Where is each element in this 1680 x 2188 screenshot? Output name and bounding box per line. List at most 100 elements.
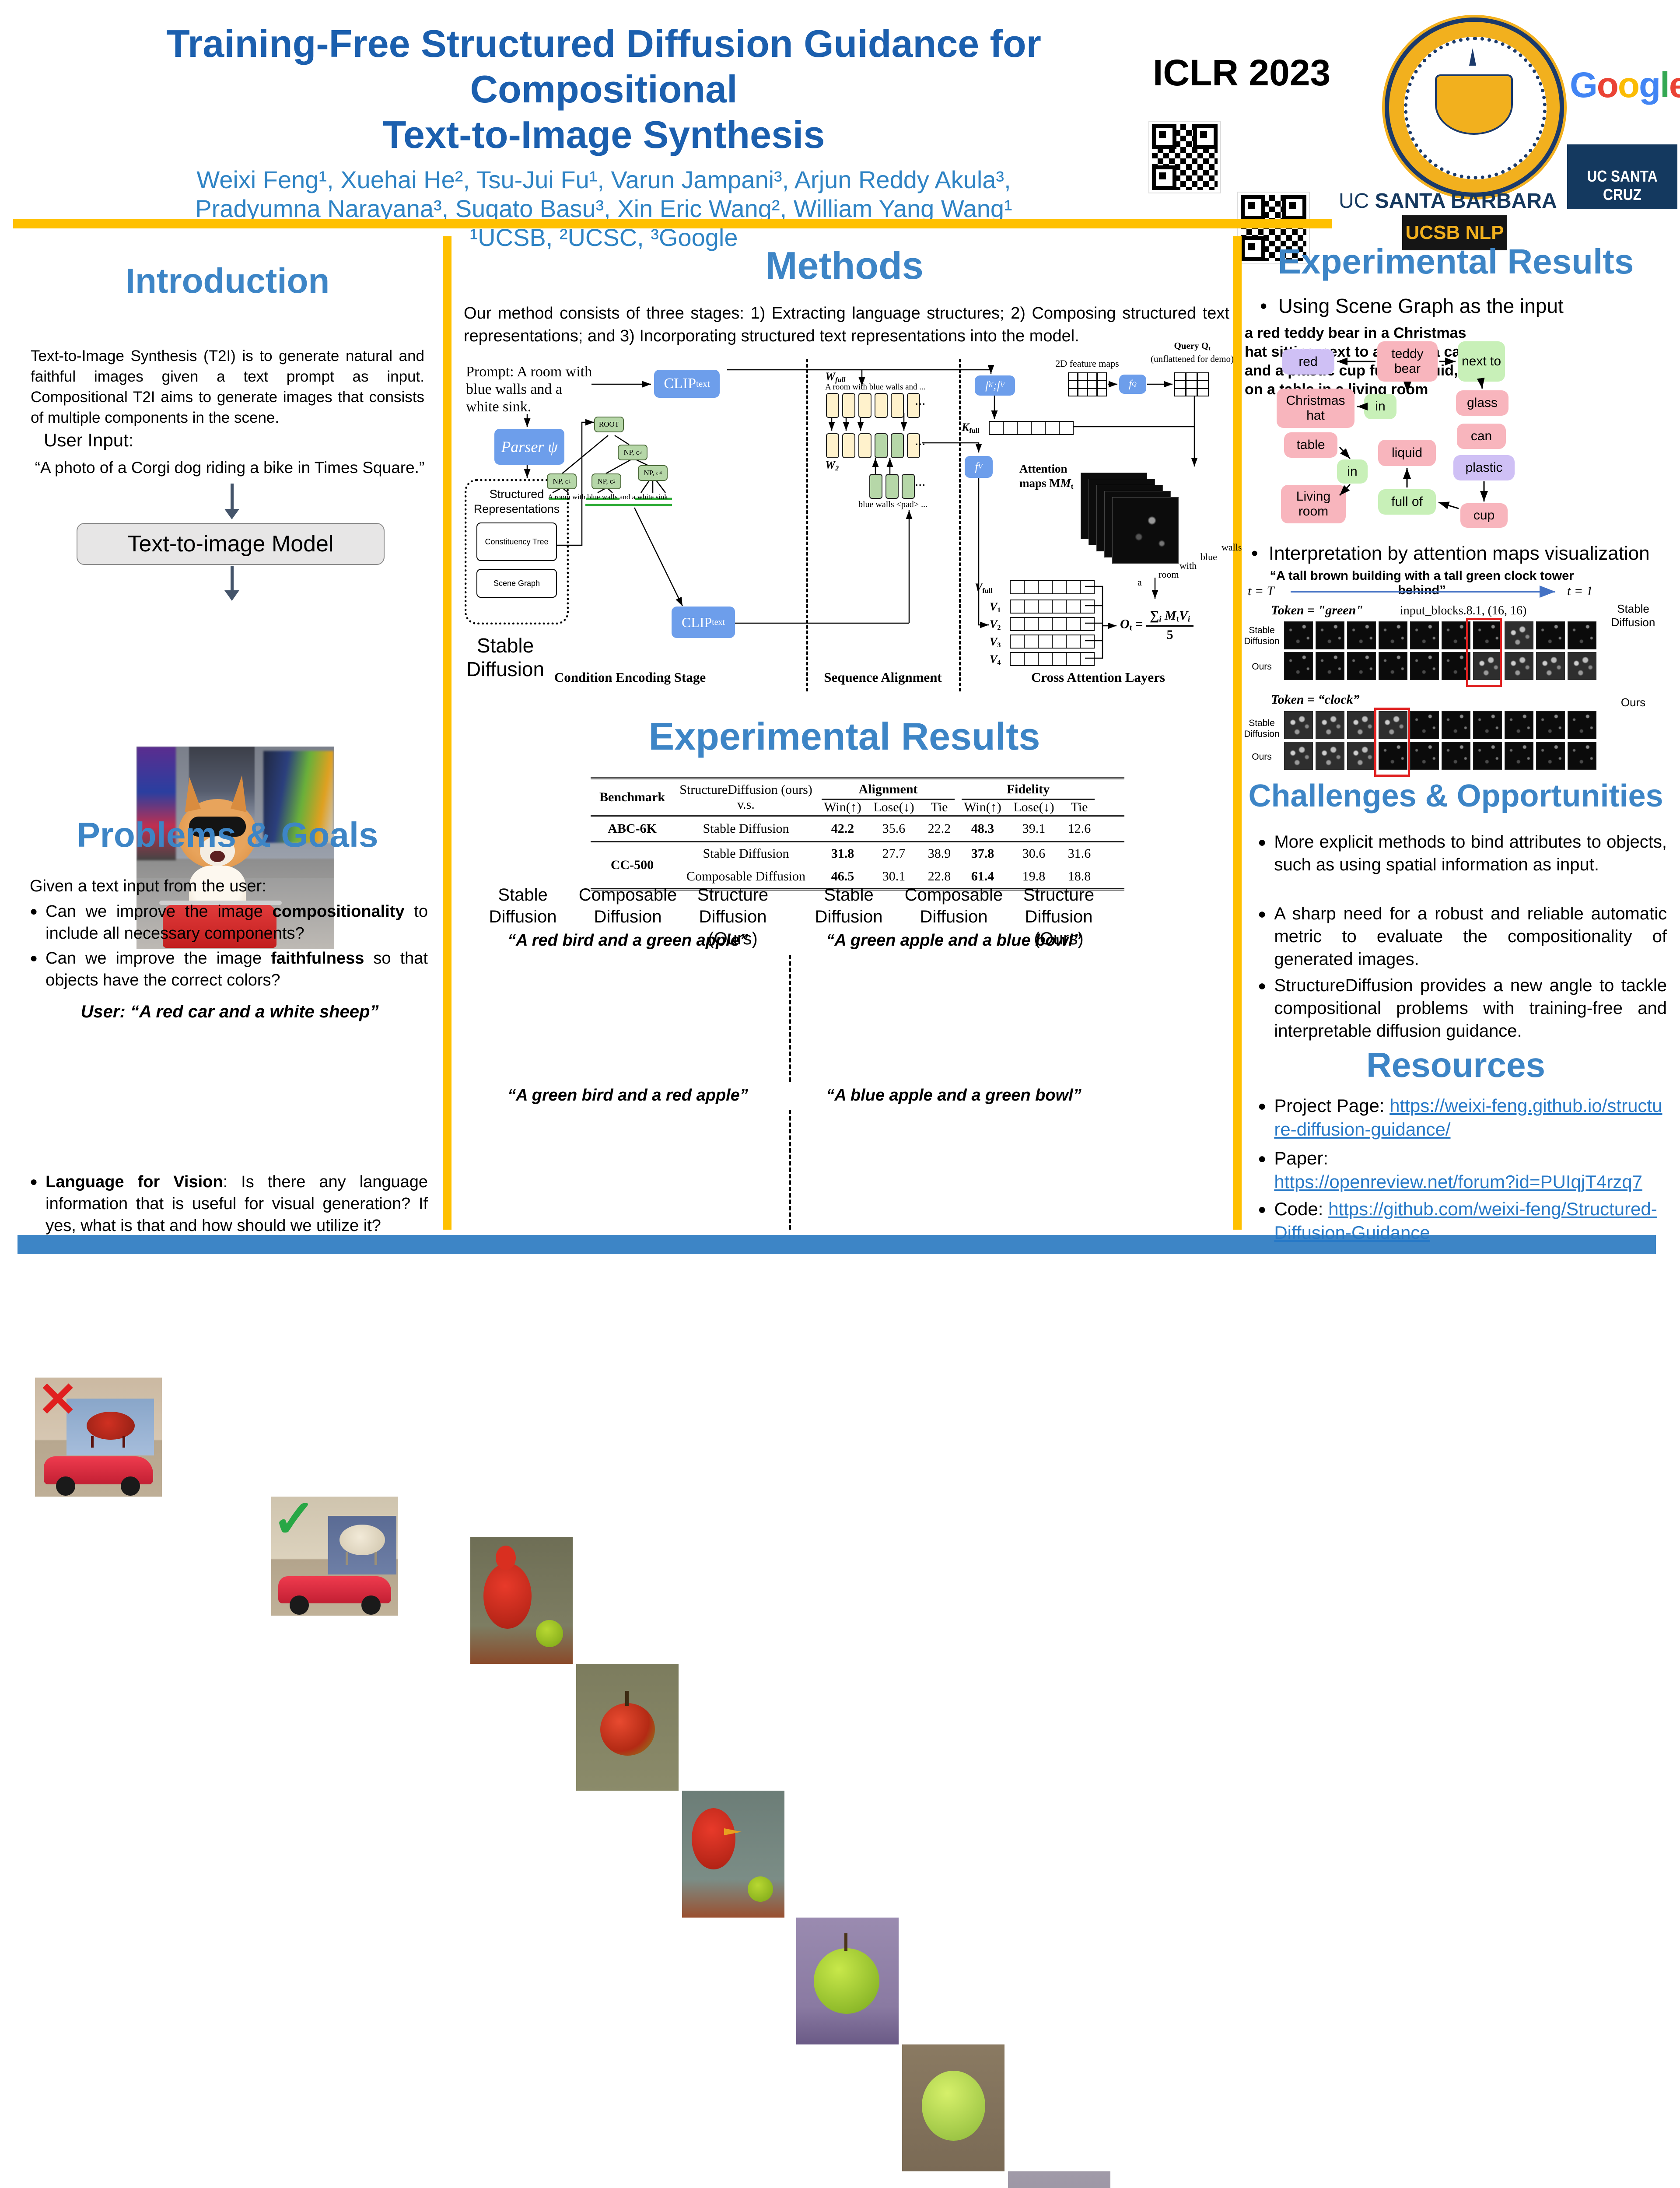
red-bird-shape (483, 1563, 532, 1629)
challenges-bullet-2-text: A sharp need for a robust and reliable a… (1274, 904, 1667, 969)
column-divider-left (443, 236, 452, 1230)
challenges-bullet-1: ● More explicit methods to bind attribut… (1258, 831, 1667, 876)
token-cell-green (869, 474, 882, 499)
attention-map (1316, 711, 1344, 739)
clip-text-encoder-box-2: CLIP text (672, 607, 735, 638)
timestep-arrow (1291, 586, 1555, 598)
bullet-text: Can we improve the image (46, 902, 273, 921)
v2-cells (1010, 617, 1095, 631)
table-header-lose: Lose(↓) (1013, 800, 1054, 814)
method-col-label: Stable Diffusion (815, 885, 883, 926)
map-word-label: walls (1222, 542, 1242, 553)
w-full-sentence: A room with blue walls and ... (825, 382, 926, 392)
t-start-label: t = T (1248, 584, 1274, 598)
token-row-full (826, 393, 923, 420)
cell-value: 27.7 (882, 846, 906, 861)
m: M (1165, 608, 1176, 623)
method-col-label: Structure Diffusion (Ours) (697, 885, 769, 948)
query-line1: Query Q (1174, 340, 1209, 351)
ucsb-nlp-badge: UCSB NLP (1402, 215, 1507, 250)
attention-map (1379, 711, 1407, 739)
attention-map (1568, 711, 1596, 739)
red-bird-shape (692, 1808, 735, 1869)
group-divider-dashed (789, 955, 791, 1082)
project-page-label: Project Page: (1274, 1095, 1390, 1116)
green-apple-shape (814, 1948, 879, 2014)
bullet-text: : Is there any language information that… (46, 1173, 428, 1235)
methods-heading: Methods (765, 244, 924, 287)
w: W (825, 459, 836, 471)
attention-map (1568, 742, 1596, 770)
attention-map (1284, 652, 1313, 680)
o: O (1120, 617, 1130, 631)
np-sub: 3 (639, 450, 642, 455)
attention-map (1473, 711, 1502, 739)
table-header-vs: StructureDiffusion (ours) v.s. (679, 782, 812, 812)
np-label: NP, c (644, 469, 660, 477)
attention-map-stack (1112, 497, 1179, 564)
google-letter: o (1617, 65, 1640, 105)
clip-label: CLIP (664, 375, 696, 392)
w2-label: W2 (825, 459, 839, 473)
result-image-red-bird-sd (470, 1537, 573, 1664)
poster: Training-Free Structured Diffusion Guida… (13, 18, 1680, 2188)
f-sub: K (988, 382, 994, 389)
bullet-dot-icon: ● (1258, 1201, 1267, 1217)
sg-node-can: can (1457, 424, 1506, 449)
result-image-apple-bowl-ours (1008, 2171, 1110, 2188)
np-sub: 2 (613, 479, 616, 484)
problems-bullet-1: ● Can we improve the image compositional… (30, 901, 428, 944)
k: K (962, 421, 970, 434)
bullet-dot-icon: ● (30, 1175, 38, 1189)
scene-graph-arrows (1337, 358, 1488, 509)
result-image-apple-composable (576, 1664, 679, 1791)
formula-denominator: 5 (1166, 627, 1173, 642)
attention-map (1505, 652, 1533, 680)
k-sub: full (969, 427, 980, 435)
sheep-leg-shape (91, 1436, 94, 1448)
attention-map (1568, 621, 1596, 649)
right-results-heading: Experimental Results (1278, 242, 1634, 281)
semi: ; (993, 379, 997, 392)
stage2-label: Sequence Alignment (824, 670, 942, 685)
bullet-dot-icon: ● (30, 904, 38, 919)
o-sub: t (1129, 623, 1132, 633)
user-input-label: User Input: (44, 430, 134, 450)
code-link[interactable]: https://github.com/weixi-feng/Structured… (1274, 1199, 1657, 1243)
cell-value: 22.2 (928, 821, 951, 836)
v3-label: V3 (990, 635, 1001, 649)
structured-representations-box: Structured Representations Constituency … (465, 479, 569, 624)
google-letter: l (1660, 65, 1670, 105)
wheel-shape (361, 1595, 381, 1615)
cell-vs: Stable Diffusion (703, 821, 789, 836)
table-header-benchmark: Benchmark (599, 789, 665, 804)
problems-bullet-1-text: Can we improve the image compositionalit… (46, 901, 428, 944)
apple-stem-shape (844, 1933, 847, 1951)
bullet-dot-icon: • (1260, 295, 1267, 317)
column-divider-right (1233, 236, 1242, 1230)
handlebar-shape (159, 901, 282, 905)
attention-map (1442, 711, 1470, 739)
table-header-tie: Tie (931, 800, 948, 814)
cross-mark-icon: ✕ (38, 1378, 78, 1427)
red-sheep-shape (87, 1412, 135, 1440)
token-cell (826, 393, 839, 418)
project-page-link[interactable]: https://weixi-feng.github.io/structure-d… (1274, 1095, 1662, 1140)
paper-link[interactable]: https://openreview.net/forum?id=PUIqjT4r… (1274, 1171, 1642, 1192)
corgi-mouth-shape (210, 851, 225, 862)
billboard-shape (263, 751, 333, 843)
v4-label: V4 (990, 653, 1001, 667)
v-sub: i (1187, 614, 1190, 624)
cell-benchmark: CC-500 (610, 858, 654, 872)
attention-map (1473, 742, 1502, 770)
google-logo: Google (1570, 65, 1680, 106)
equals: = (1135, 617, 1143, 631)
cell-value: 30.1 (882, 869, 906, 884)
sum-sub: i (1159, 614, 1162, 624)
clip-sub-label: text (696, 378, 710, 389)
attention-map (1316, 742, 1344, 770)
m: M (1060, 477, 1071, 490)
v4-cells (1010, 652, 1095, 666)
v: V (990, 635, 998, 648)
token-cell-green (886, 474, 899, 499)
